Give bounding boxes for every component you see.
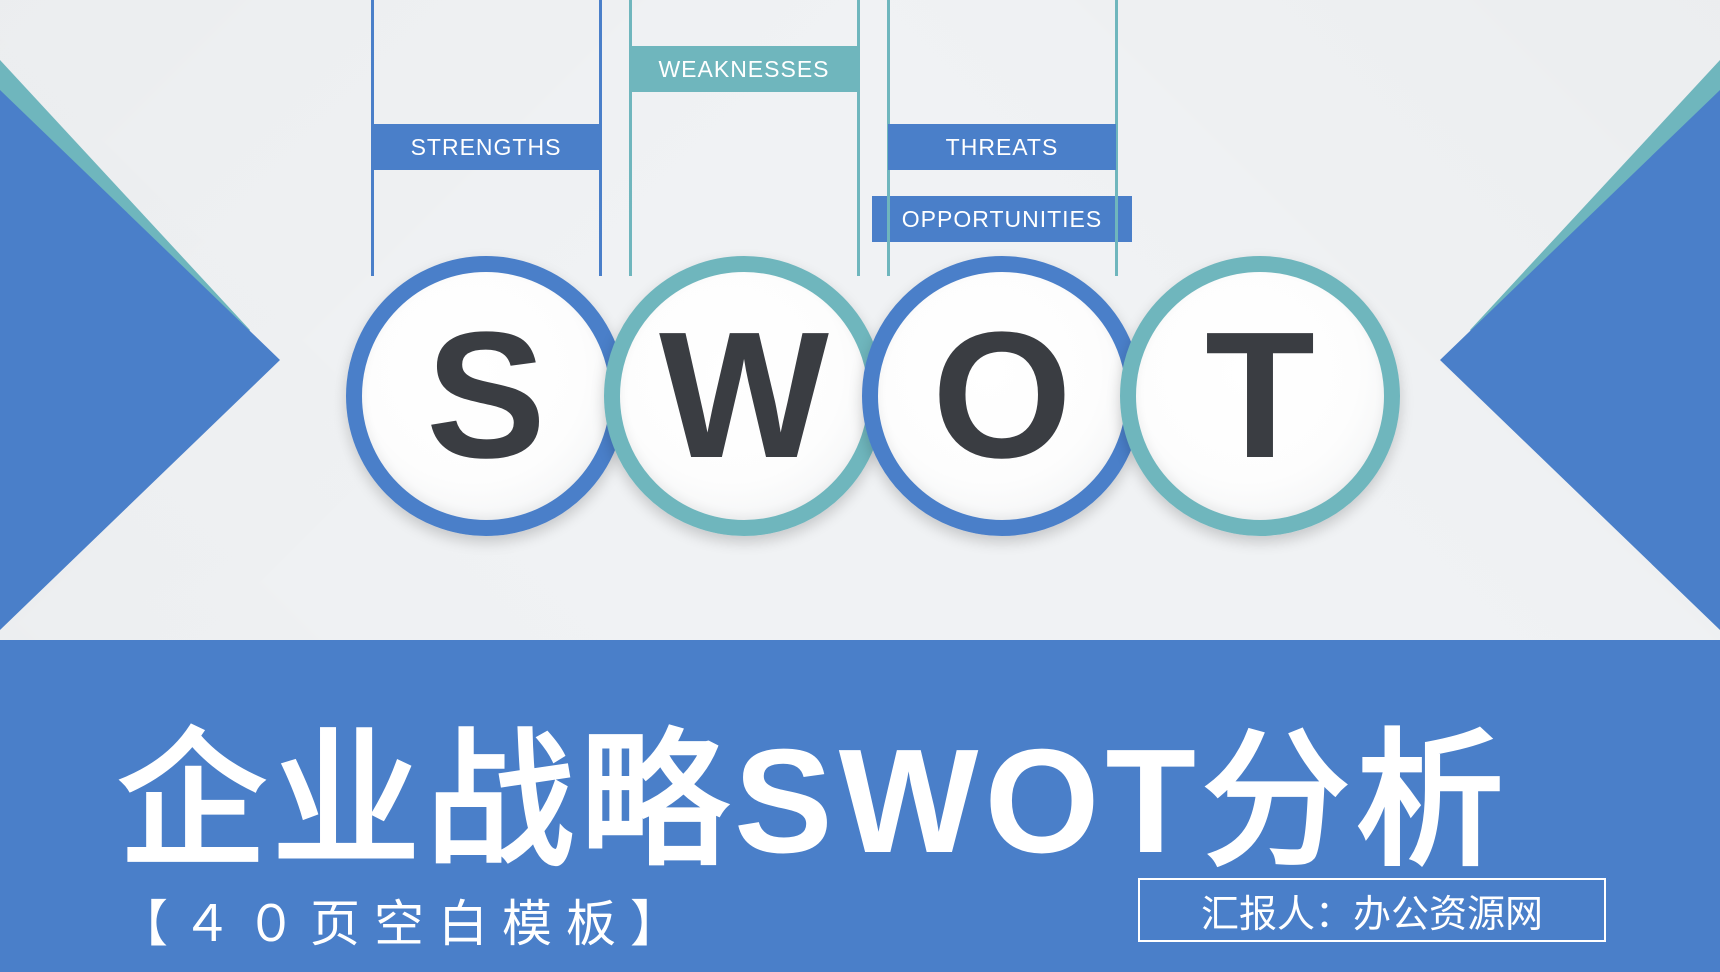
presenter-box: 汇报人：办公资源网 bbox=[1138, 878, 1606, 942]
swot-circle-strengths: S bbox=[346, 256, 626, 536]
hang-line-weaknesses-left bbox=[629, 0, 632, 276]
label-text-weaknesses: WEAKNESSES bbox=[658, 56, 829, 83]
main-title: 企业战略SWOT分析 bbox=[118, 680, 1510, 895]
swot-letter-strengths: S bbox=[426, 306, 546, 486]
swot-circle-threats: T bbox=[1120, 256, 1400, 536]
hang-line-weaknesses-right bbox=[857, 0, 860, 276]
side-arrow-blue-right bbox=[1440, 90, 1720, 630]
label-text-strengths: STRENGTHS bbox=[411, 134, 562, 161]
slide-canvas: STRENGTHS S WEAKNESSES W OPPORTUNITIES O THREA… bbox=[0, 0, 1720, 972]
swot-letter-weaknesses: W bbox=[659, 306, 829, 486]
label-threats: THREATS bbox=[888, 124, 1116, 170]
label-opportunities: OPPORTUNITIES bbox=[872, 196, 1132, 242]
label-text-threats: THREATS bbox=[946, 134, 1059, 161]
label-text-opportunities: OPPORTUNITIES bbox=[902, 206, 1102, 233]
swot-circle-opportunities: O bbox=[862, 256, 1142, 536]
swot-circle-weaknesses: W bbox=[604, 256, 884, 536]
label-weaknesses: WEAKNESSES bbox=[630, 46, 858, 92]
side-arrow-blue-left bbox=[0, 90, 280, 630]
label-strengths: STRENGTHS bbox=[372, 124, 600, 170]
title-band: 企业战略SWOT分析 【４０页空白模板】 汇报人：办公资源网 bbox=[0, 640, 1720, 972]
swot-letter-threats: T bbox=[1205, 306, 1315, 486]
subtitle: 【４０页空白模板】 bbox=[118, 884, 694, 956]
swot-letter-opportunities: O bbox=[932, 306, 1072, 486]
